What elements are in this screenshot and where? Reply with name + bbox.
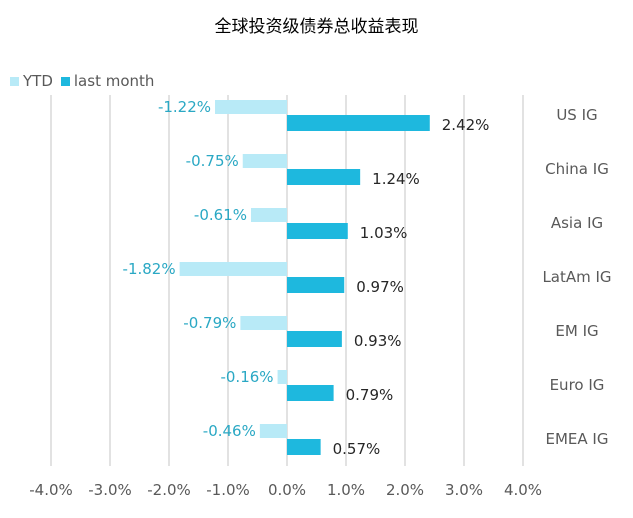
category-label: LatAm IG (542, 268, 611, 286)
last-month-bar (287, 169, 361, 185)
last-month-value-label: 1.24% (372, 170, 420, 188)
category-label: China IG (545, 160, 609, 178)
x-tick-label: -3.0% (88, 481, 132, 499)
last-month-bar (287, 223, 348, 239)
legend-label-ytd: YTD (23, 72, 53, 90)
x-tick-label: -4.0% (29, 481, 73, 499)
category-label: Asia IG (551, 214, 603, 232)
x-tick-label: 1.0% (327, 481, 365, 499)
last-month-bar (287, 277, 345, 293)
ytd-bar (259, 424, 287, 438)
category-label: US IG (556, 106, 597, 124)
x-tick-label: 0.0% (268, 481, 306, 499)
last-month-value-label: 1.03% (360, 224, 408, 242)
category-label: EMEA IG (546, 430, 609, 448)
ytd-bar (277, 370, 287, 384)
last-month-bar (287, 439, 321, 455)
x-tick-label: 4.0% (504, 481, 542, 499)
category-label: Euro IG (550, 376, 605, 394)
ytd-value-label: -0.16% (220, 368, 273, 386)
ytd-bar (215, 100, 287, 114)
legend: YTD last month (10, 72, 162, 90)
x-tick-label: -1.0% (206, 481, 250, 499)
x-tick-label: -2.0% (147, 481, 191, 499)
x-tick-label: 2.0% (386, 481, 424, 499)
category-label: EM IG (555, 322, 598, 340)
last-month-value-label: 0.93% (354, 332, 402, 350)
last-month-bar (287, 331, 342, 347)
legend-item-ytd: YTD (10, 72, 53, 90)
last-month-value-label: 0.79% (346, 386, 394, 404)
ytd-value-label: -0.61% (194, 206, 247, 224)
ytd-bar (240, 316, 287, 330)
last-month-value-label: 2.42% (442, 116, 490, 134)
ytd-bar (251, 208, 287, 222)
legend-swatch-last-month (60, 76, 70, 86)
ytd-value-label: -0.75% (186, 152, 239, 170)
ytd-bar (242, 154, 287, 168)
last-month-bar (287, 385, 334, 401)
ytd-value-label: -1.22% (158, 98, 211, 116)
legend-swatch-ytd (10, 76, 19, 86)
chart-title: 全球投资级债券总收益表现 (214, 17, 419, 37)
legend-label-last-month: last month (73, 72, 155, 90)
legend-item-last-month: last month (60, 72, 155, 90)
last-month-value-label: 0.57% (333, 440, 381, 458)
last-month-value-label: 0.97% (356, 278, 404, 296)
last-month-bar (287, 115, 430, 131)
ytd-bar (179, 262, 287, 276)
ytd-value-label: -0.46% (203, 422, 256, 440)
ytd-value-label: -0.79% (183, 314, 236, 332)
x-tick-label: 3.0% (445, 481, 483, 499)
ytd-value-label: -1.82% (123, 260, 176, 278)
